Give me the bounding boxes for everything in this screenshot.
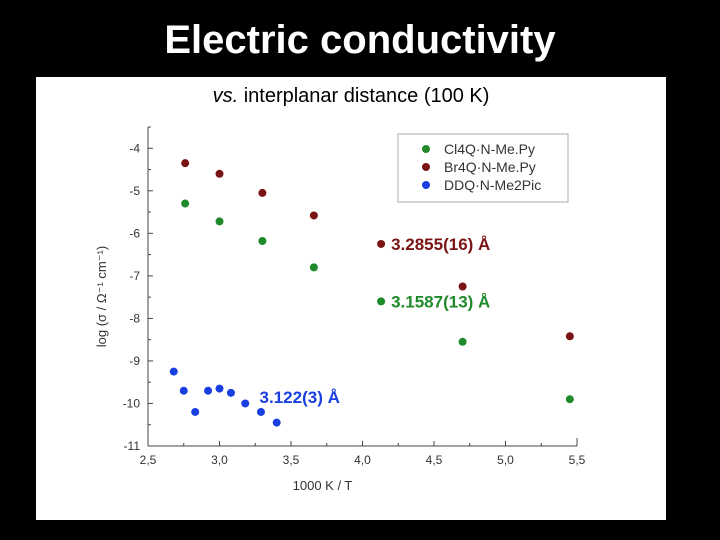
data-point: [179, 386, 188, 395]
slide-title: Electric conductivity: [164, 18, 556, 62]
data-point: [309, 211, 318, 220]
legend-label: Cl4Q·N-Me.Py: [444, 141, 535, 157]
x-axis-label: 1000 K / T: [293, 478, 353, 493]
annotation-label: 3.2855(16) Å: [391, 235, 490, 254]
y-tick-label: -4: [129, 141, 140, 155]
data-point: [241, 399, 250, 408]
chart-panel: vs. interplanar distance (100 K) -4 -5 -6-…: [36, 77, 666, 520]
data-point: [191, 407, 200, 416]
x-tick-label: 3,0: [211, 453, 228, 467]
y-axis-label: log (σ / Ω⁻¹ cm⁻¹): [94, 246, 109, 348]
legend-marker: [422, 145, 430, 153]
data-point: [309, 263, 318, 272]
x-tick-label: 2,5: [140, 453, 157, 467]
data-point: [181, 199, 190, 208]
legend-label: DDQ·N-Me2Pic: [444, 177, 541, 193]
subtitle-vs: vs.: [212, 85, 239, 107]
annotation-label: 3.1587(13) Å: [391, 292, 490, 311]
data-point: [204, 386, 213, 395]
data-point: [565, 395, 574, 404]
y-tick-label: -8: [129, 311, 140, 325]
y-tick-label: -11: [124, 439, 141, 453]
legend-marker: [422, 181, 430, 189]
x-tick-label: 3,5: [283, 453, 300, 467]
y-tick-label: -6: [129, 226, 140, 240]
legend-marker: [422, 163, 430, 171]
data-point: [458, 282, 467, 291]
data-point: [169, 367, 178, 376]
x-tick-label: 5,0: [497, 453, 514, 467]
data-point: [181, 159, 190, 168]
subtitle-text: interplanar distance (100 K): [238, 85, 490, 107]
y-tick-label: -10: [123, 396, 141, 410]
annotation-marker: [377, 297, 386, 306]
y-tick-label: -5: [129, 184, 140, 198]
legend-label: Br4Q·N-Me.Py: [444, 159, 536, 175]
y-tick-label: -9: [129, 354, 140, 368]
x-tick-label: 5,5: [569, 453, 586, 467]
data-point: [258, 236, 267, 245]
chart-subtitle: vs. interplanar distance (100 K): [36, 85, 666, 108]
data-point: [215, 169, 224, 178]
data-point: [272, 418, 281, 427]
data-point: [565, 332, 574, 341]
data-point: [215, 384, 224, 393]
data-point: [458, 337, 467, 346]
annotation-label: 3.122(3) Å: [260, 388, 340, 407]
scatter-chart: -4 -5 -6 -7 -8 -9 -10 -112,5 3,0 3,5 4,0 4,5 5,0 5,5 1…: [94, 126, 586, 493]
data-point: [256, 407, 265, 416]
data-point: [258, 188, 267, 197]
annotation-marker: [377, 239, 386, 248]
y-tick-label: -7: [129, 269, 140, 283]
x-tick-label: 4,5: [426, 453, 443, 467]
data-point: [215, 217, 224, 226]
data-point: [226, 388, 235, 397]
x-tick-label: 4,0: [354, 453, 371, 467]
